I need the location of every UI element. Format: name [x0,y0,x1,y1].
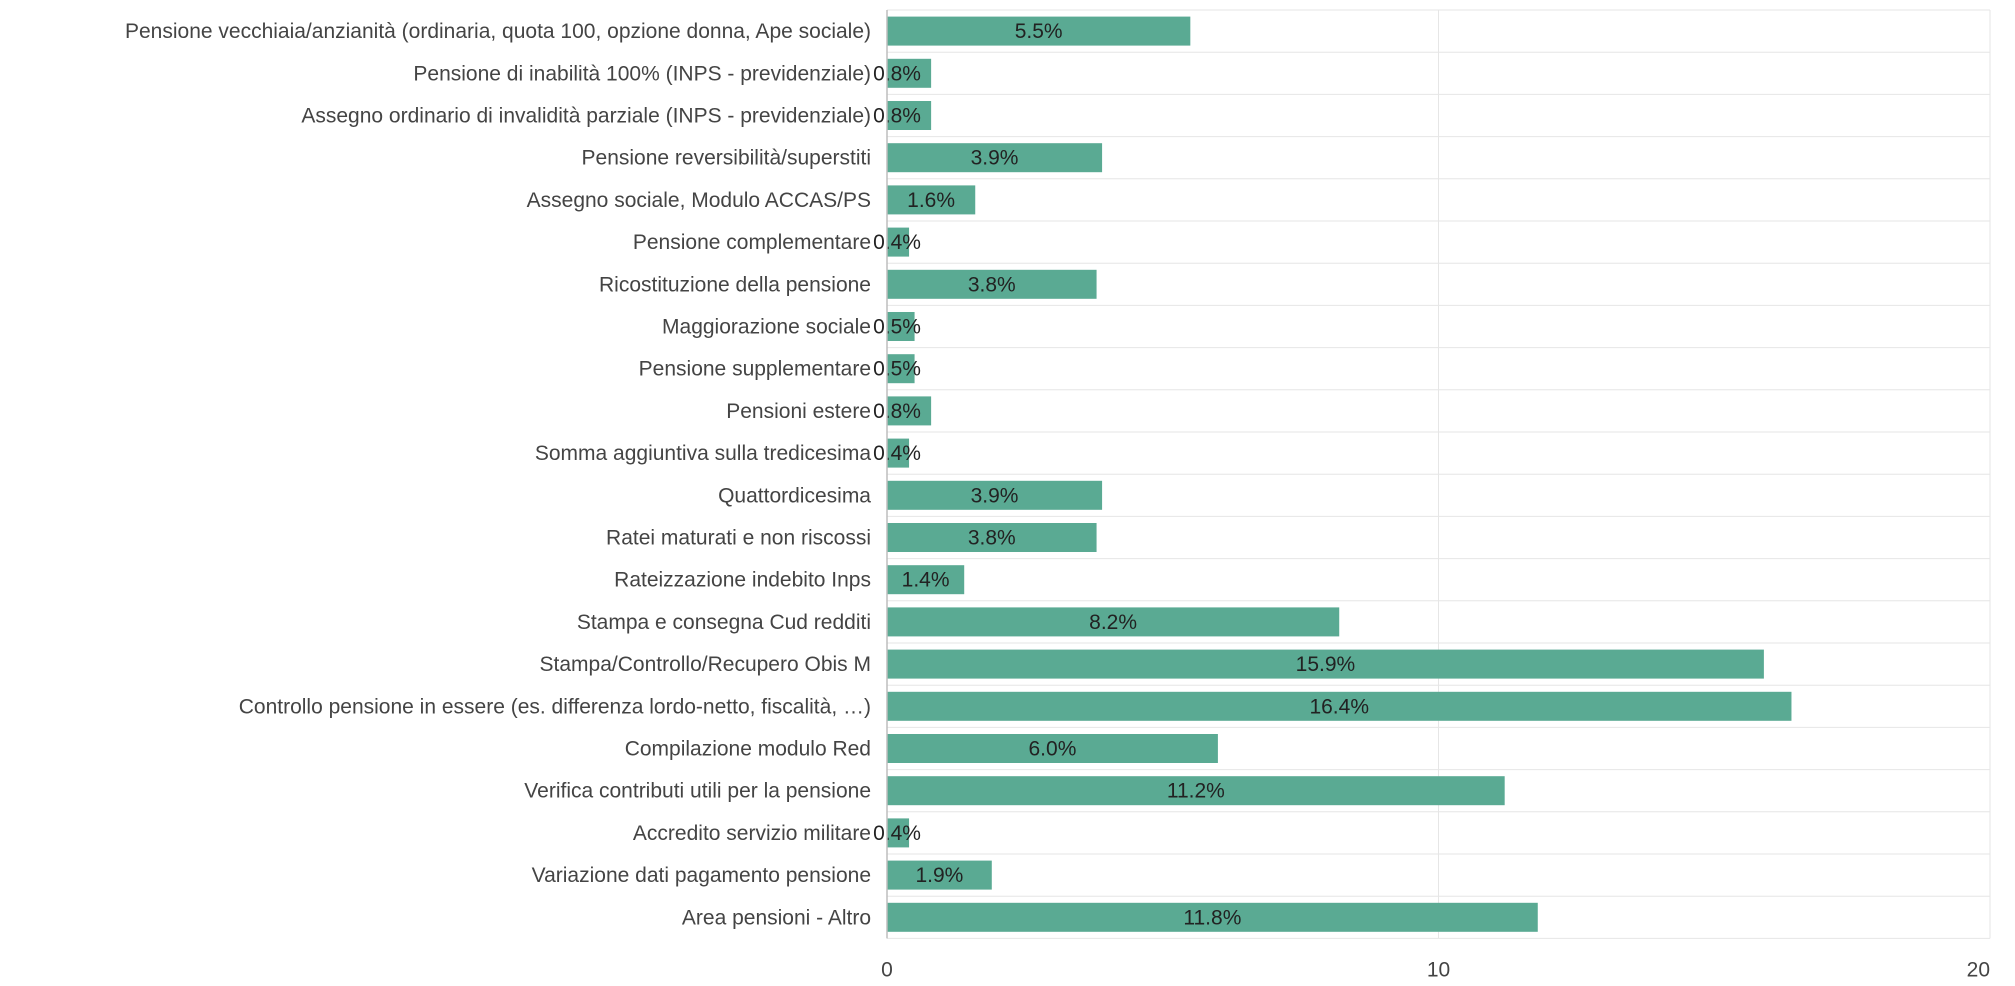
bar [887,101,932,130]
category-label: Rateizzazione indebito Inps [614,569,871,592]
value-label: 6.0% [1029,738,1077,761]
bar [887,312,915,341]
value-label: 0.8% [873,105,921,128]
value-label: 0.8% [873,62,921,85]
category-label: Pensione complementare [633,231,871,254]
grid-layer [887,9,1991,939]
bar [887,269,1097,299]
category-label: Controllo pensione in essere (es. differ… [239,695,871,718]
bar [887,565,965,595]
bar [887,734,1218,763]
value-label: 1.6% [907,189,955,212]
bar [887,818,910,848]
category-label: Compilazione modulo Red [625,738,871,761]
category-label: Pensione reversibilità/superstiti [582,147,871,170]
value-label: 0.8% [873,400,921,423]
category-label: Pensione supplementare [639,358,871,381]
category-label: Pensione vecchiaia/anzianità (ordinaria,… [125,20,871,43]
category-label: Accredito servizio militare [633,822,871,845]
bar [887,523,1097,552]
category-label: Ratei maturati e non riscossi [606,527,871,550]
value-label: 11.8% [1183,906,1241,929]
value-label: 1.9% [915,864,963,887]
value-label: 15.9% [1296,653,1356,676]
value-label: 8.2% [1089,611,1137,634]
category-label: Quattordicesima [718,484,871,507]
bar [887,691,1792,721]
bar [887,185,976,215]
category-label: Verifica contributi utili per la pension… [524,780,871,803]
category-label: Stampa e consegna Cud redditi [577,611,871,634]
bar [887,227,910,257]
x-tick-label: 10 [1427,958,1450,981]
value-label: 3.9% [971,147,1019,170]
value-label: 0.4% [873,822,921,845]
bar [887,58,932,88]
value-label: 3.8% [968,527,1016,550]
category-label: Maggiorazione sociale [662,316,871,339]
category-label: Pensione di inabilità 100% (INPS - previ… [413,62,871,85]
bar [887,480,1103,510]
bar [887,396,932,426]
category-label: Somma aggiuntiva sulla tredicesima [535,442,871,465]
category-label: Ricostituzione della pensione [599,273,871,296]
value-label: 11.2% [1167,780,1225,803]
value-label: 3.8% [968,273,1016,296]
value-label: 0.5% [873,358,921,381]
bar [887,860,992,890]
bars-layer [887,16,1792,932]
x-tick-label: 20 [1967,958,1990,981]
value-label: 1.4% [902,569,950,592]
labels-layer: Pensione vecchiaia/anzianità (ordinaria,… [125,20,1369,929]
category-label: Variazione dati pagamento pensione [532,864,871,887]
bar [887,902,1538,932]
axis-layer: 0 10 20 [881,10,1990,981]
value-label: 0.4% [873,231,921,254]
bar [887,16,1191,46]
value-label: 0.5% [873,316,921,339]
category-label: Assegno sociale, Modulo ACCAS/PS [527,189,871,212]
value-label: 5.5% [1015,20,1063,43]
category-label: Pensioni estere [726,400,871,423]
category-label: Assegno ordinario di invalidità parziale… [301,105,871,128]
value-label: 3.9% [971,484,1019,507]
bar [887,143,1103,173]
category-label: Stampa/Controllo/Recupero Obis M [540,653,871,676]
bar [887,354,915,384]
bar [887,607,1340,637]
value-label: 16.4% [1309,695,1369,718]
x-tick-label: 0 [881,958,893,981]
bar [887,776,1505,806]
value-label: 0.4% [873,442,921,465]
bar [887,649,1764,679]
bar [887,438,910,468]
category-label: Area pensioni - Altro [682,906,871,929]
